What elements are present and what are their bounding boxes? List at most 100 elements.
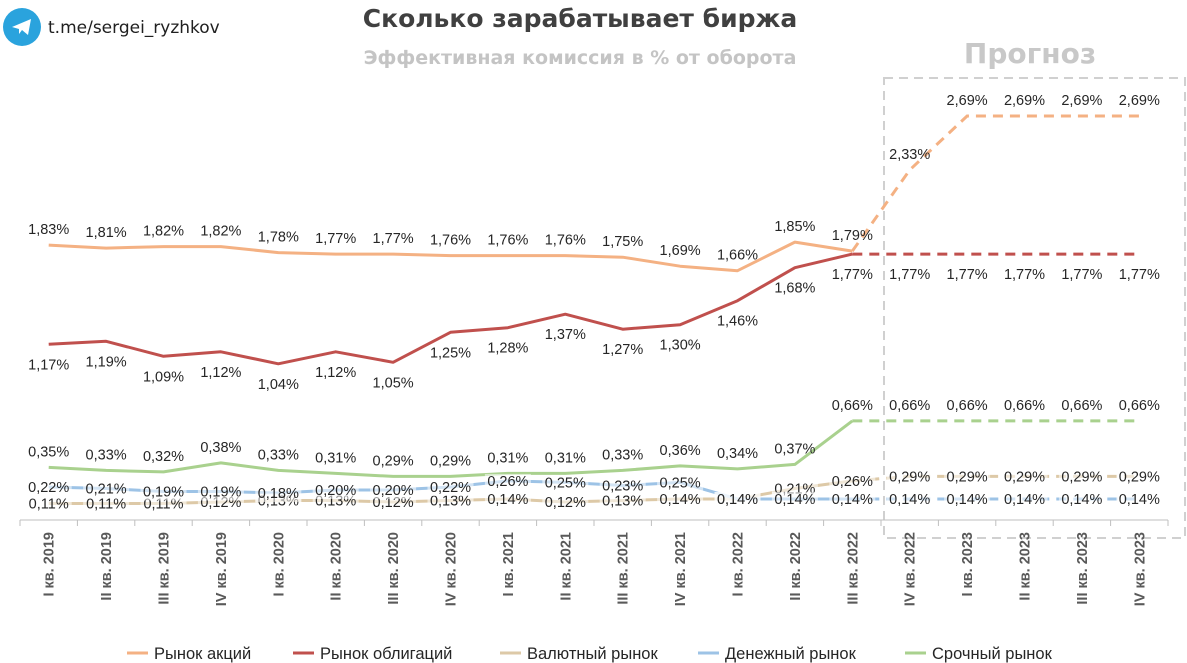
data-label: 1,77%	[373, 231, 414, 247]
x-tick-label: II кв. 2020	[329, 532, 345, 601]
data-label: 0,33%	[86, 447, 127, 463]
data-label: 1,77%	[315, 231, 356, 247]
data-label-bg	[83, 496, 130, 513]
data-label: 1,76%	[430, 233, 471, 249]
x-tick-label: IV кв. 2021	[673, 532, 689, 606]
data-label: 0,14%	[717, 492, 758, 508]
data-label: 0,66%	[947, 398, 988, 414]
data-label: 0,14%	[889, 492, 930, 508]
data-label-bg	[484, 473, 531, 490]
data-label: 0,31%	[315, 450, 356, 466]
data-label: 0,25%	[660, 475, 701, 491]
x-tick-label: I кв. 2023	[960, 532, 976, 597]
telegram-handle[interactable]: t.me/sergei_ryzhkov	[48, 18, 220, 38]
x-tick-label: III кв. 2019	[157, 532, 173, 605]
data-label-bg	[771, 491, 818, 508]
x-tick-label: IV кв. 2023	[1132, 532, 1148, 606]
data-label: 0,14%	[832, 492, 873, 508]
data-label: 0,23%	[602, 478, 643, 494]
data-label-bg	[255, 485, 302, 502]
legend-item: Рынок акций	[154, 645, 251, 663]
data-label: 0,26%	[832, 474, 873, 490]
data-label: 1,76%	[487, 233, 528, 249]
data-label-bg	[1058, 491, 1105, 508]
data-label: 0,12%	[545, 495, 586, 511]
data-label: 2,69%	[1119, 93, 1160, 109]
data-label: 1,19%	[86, 354, 127, 370]
data-label: 0,33%	[602, 447, 643, 463]
data-label-bg	[1116, 469, 1163, 486]
data-label: 0,37%	[774, 441, 815, 457]
x-tick-label: I кв. 2022	[731, 532, 747, 597]
data-label: 0,14%	[660, 492, 701, 508]
forecast-label: Прогноз	[964, 37, 1096, 70]
data-label: 0,25%	[545, 475, 586, 491]
data-label-bg	[197, 484, 244, 501]
data-label-bg	[599, 493, 646, 510]
chart-subtitle: Эффективная комиссия в % от оборота	[364, 47, 797, 69]
x-tick-label: III кв. 2021	[616, 532, 632, 605]
data-label: 0,31%	[487, 450, 528, 466]
x-tick-label: IV кв. 2022	[903, 532, 919, 606]
data-label-bg	[886, 469, 933, 486]
data-label: 1,30%	[660, 338, 701, 354]
data-label: 0,18%	[258, 486, 299, 502]
x-tick-label: III кв. 2020	[386, 532, 402, 605]
data-label-bg	[312, 482, 359, 499]
data-label: 0,29%	[947, 469, 988, 485]
data-label-bg	[542, 475, 589, 492]
data-label: 0,29%	[1119, 469, 1160, 485]
data-label: 0,11%	[143, 496, 183, 512]
data-label-bg	[829, 491, 876, 508]
data-label: 0,66%	[832, 398, 873, 414]
x-tick-label: I кв. 2020	[271, 532, 287, 597]
data-label: 2,69%	[947, 93, 988, 109]
chart-title: Сколько зарабатывает биржа	[363, 4, 798, 33]
data-label: 0,35%	[28, 444, 69, 460]
data-label: 1,77%	[889, 267, 930, 283]
x-tick-label: II кв. 2023	[1018, 532, 1034, 601]
data-label: 2,69%	[1061, 93, 1102, 109]
data-label: 0,14%	[1061, 492, 1102, 508]
data-label: 0,32%	[143, 449, 184, 465]
data-label: 0,33%	[258, 447, 299, 463]
data-label: 1,12%	[200, 365, 241, 381]
data-label: 1,76%	[545, 233, 586, 249]
data-label: 0,19%	[143, 484, 184, 500]
telegram-icon[interactable]	[3, 8, 41, 46]
x-tick-label: IV кв. 2020	[444, 532, 460, 606]
data-label: 1,12%	[315, 365, 356, 381]
data-label: 1,28%	[487, 341, 528, 357]
data-label: 0,29%	[889, 469, 930, 485]
data-label-bg	[542, 494, 589, 511]
data-label: 0,31%	[545, 450, 586, 466]
data-label: 1,81%	[86, 225, 127, 241]
data-label: 1,68%	[774, 281, 815, 297]
data-label: 1,77%	[1004, 267, 1045, 283]
data-label-bg	[657, 491, 704, 508]
data-label: 0,22%	[430, 480, 471, 496]
x-tick-label: I кв. 2021	[501, 532, 517, 597]
data-label: 0,14%	[947, 492, 988, 508]
data-label-bg	[944, 469, 991, 486]
data-label: 0,12%	[373, 495, 414, 511]
x-tick-label: II кв. 2019	[99, 532, 115, 601]
data-label-bg	[1058, 469, 1105, 486]
data-label: 0,11%	[86, 496, 126, 512]
data-label: 1,04%	[258, 377, 299, 393]
data-label-bg	[829, 473, 876, 490]
legend-item: Денежный рынок	[725, 645, 857, 663]
data-label: 1,09%	[143, 369, 184, 385]
data-label-bg	[944, 491, 991, 508]
data-label: 0,19%	[200, 484, 241, 500]
data-label-bg	[140, 496, 187, 513]
x-tick-label: III кв. 2022	[845, 532, 861, 605]
data-label: 0,26%	[487, 474, 528, 490]
data-label: 1,69%	[660, 243, 701, 259]
data-label-bg	[370, 494, 417, 511]
x-tick-label: IV кв. 2019	[214, 532, 230, 606]
data-label: 1,82%	[200, 224, 241, 240]
data-label-bg	[83, 481, 130, 498]
data-label-bg	[140, 484, 187, 501]
data-label: 2,33%	[889, 147, 930, 163]
